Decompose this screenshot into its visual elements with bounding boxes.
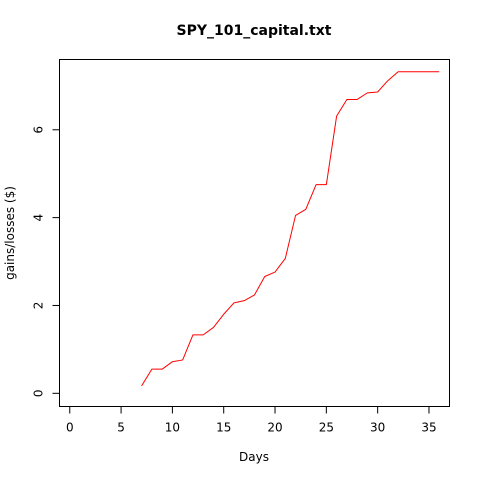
series-layer xyxy=(141,71,440,387)
y-axis-label: gains/losses ($) xyxy=(3,186,17,280)
x-tick-label: 5 xyxy=(117,421,125,435)
x-tick-label: 0 xyxy=(66,421,74,435)
y-tick-label: 6 xyxy=(32,126,46,134)
series-line-1 xyxy=(141,71,440,387)
x-tick-label: 20 xyxy=(267,421,282,435)
x-tick-label: 25 xyxy=(319,421,334,435)
y-tick-label: 4 xyxy=(32,214,46,222)
y-axis: 0 2 4 6 xyxy=(32,126,60,397)
x-tick-label: 15 xyxy=(216,421,231,435)
plot-frame xyxy=(59,59,450,407)
chart-title: SPY_101_capital.txt xyxy=(177,23,332,39)
x-axis-label: Days xyxy=(239,450,269,464)
x-tick-label: 30 xyxy=(370,421,385,435)
x-axis: 0 5 10 15 20 25 30 35 xyxy=(66,406,437,435)
y-tick-label: 2 xyxy=(32,302,46,310)
x-tick-label: 10 xyxy=(165,421,180,435)
y-tick-label: 0 xyxy=(32,390,46,398)
x-tick-label: 35 xyxy=(421,421,436,435)
